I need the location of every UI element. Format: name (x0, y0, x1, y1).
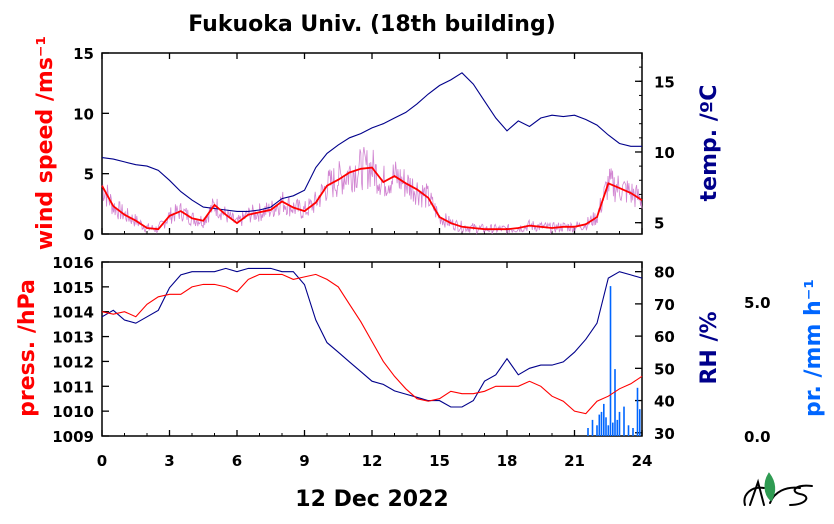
top-ticks (101, 52, 643, 235)
precipitation-bar (636, 387, 639, 436)
x-tick-label: 24 (632, 452, 653, 470)
wind-y-tick-label: 10 (73, 105, 94, 123)
precipitation-bar (632, 428, 634, 436)
logo-icon (743, 472, 813, 506)
rh-y-tick-label: 40 (654, 393, 675, 411)
pressure-y-tick-label: 1012 (52, 353, 94, 371)
chart-title: Fukuoka Univ. (18th building) (188, 12, 556, 37)
precipitation-bar (614, 369, 616, 436)
x-tick-label: 15 (429, 452, 450, 470)
wind-y-tick-label: 5 (84, 166, 94, 184)
pressure-series-line (101, 273, 643, 415)
pressure-y-tick-label: 1011 (52, 378, 94, 396)
temp-y-tick-label: 5 (654, 215, 664, 233)
rh-y-tick-label: 30 (654, 425, 675, 443)
precipitation-bar (603, 403, 605, 436)
precipitation-bar (623, 406, 625, 436)
precipitation-bar (612, 422, 614, 436)
x-tick-label: 3 (164, 452, 174, 470)
precipitation-axis-label: pr. /mm h⁻¹ (801, 279, 826, 417)
relative-humidity-series-line (101, 267, 643, 408)
rh-y-tick-label: 50 (654, 360, 675, 378)
temp-y-tick-label: 15 (654, 73, 675, 91)
precipitation-bar (605, 417, 607, 436)
x-tick-label: 6 (232, 452, 242, 470)
precipitation-bar (627, 425, 630, 436)
wind-speed-raw-series (101, 147, 643, 235)
rh-y-tick-label: 80 (654, 264, 675, 282)
wind-speed-series-line (101, 166, 643, 231)
x-tick-label: 9 (299, 452, 309, 470)
x-tick-label: 21 (564, 452, 585, 470)
precipitation-y-tick-label: 0.0 (744, 428, 771, 446)
x-tick-label: 0 (97, 452, 107, 470)
precipitation-bar (616, 419, 619, 436)
precipitation-bar (618, 411, 621, 436)
top-panel-frame (101, 52, 643, 235)
precipitation-bar (607, 425, 610, 436)
temp-y-tick-label: 10 (654, 144, 675, 162)
pressure-y-tick-label: 1009 (52, 428, 94, 446)
precipitation-bar (639, 409, 641, 436)
x-tick-label: 12 (362, 452, 383, 470)
wind-y-tick-label: 0 (84, 226, 94, 244)
relative-humidity-axis-label: RH /% (697, 311, 722, 384)
bottom-panel-frame (101, 261, 643, 437)
pressure-y-tick-label: 1013 (52, 329, 94, 347)
precipitation-bar (596, 425, 598, 436)
precipitation-bars (587, 286, 641, 436)
precipitation-bar (587, 428, 589, 436)
pressure-y-tick-label: 1014 (52, 304, 94, 322)
bottom-tick-labels: 0 3 6 9 12 15 18 21 24 1009 1010 1011 1012 1013 1014 10… (52, 254, 770, 470)
precipitation-y-tick-label: 5.0 (744, 294, 771, 312)
temperature-series-line (101, 72, 642, 212)
x-axis-label: 12 Dec 2022 (295, 487, 448, 512)
temperature-axis-label: temp. /ºC (697, 85, 722, 202)
bottom-panel: 0 3 6 9 12 15 18 21 24 1009 1010 1011 1012 1013 1014 10… (15, 254, 826, 470)
bottom-ticks (101, 261, 643, 437)
rh-y-tick-label: 70 (654, 296, 675, 314)
x-tick-label: 18 (497, 452, 518, 470)
wind-speed-raw-line (101, 147, 643, 235)
precipitation-bar (591, 419, 594, 436)
wind-y-tick-label: 15 (73, 45, 94, 63)
pressure-axis-label: press. /hPa (15, 279, 40, 417)
wind-speed-axis-label: wind speed /ms⁻¹ (33, 36, 58, 250)
pressure-y-tick-label: 1010 (52, 403, 94, 421)
pressure-y-tick-label: 1016 (52, 254, 94, 272)
precipitation-bar (609, 286, 612, 436)
precipitation-bar (600, 411, 603, 436)
top-panel: 0 5 10 15 5 10 15 wind speed /ms⁻¹ temp. /ºC (33, 36, 722, 250)
precipitation-bar (598, 414, 601, 436)
rh-y-tick-label: 60 (654, 328, 675, 346)
top-tick-labels: 0 5 10 15 5 10 15 (73, 45, 675, 244)
pressure-y-tick-label: 1015 (52, 279, 94, 297)
